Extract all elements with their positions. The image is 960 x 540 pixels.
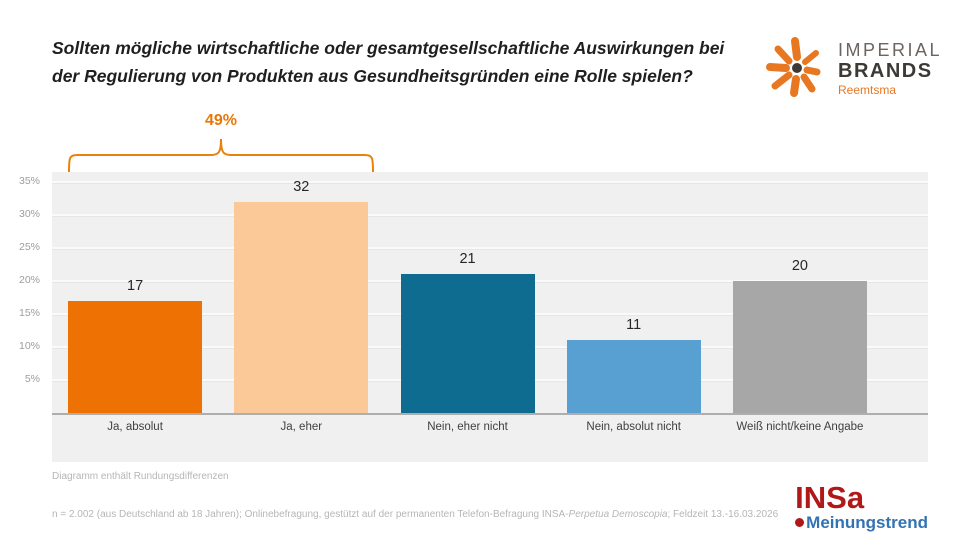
page-title: Sollten mögliche wirtschaftliche oder ge…	[52, 38, 725, 87]
bar-slot: 20	[717, 172, 883, 413]
bar-value-label: 17	[127, 278, 144, 294]
bar-Nein, absolut nicht	[566, 340, 701, 413]
insa-bullet-icon	[795, 518, 805, 527]
y-tick-label: 20%	[18, 274, 40, 286]
gridline	[52, 181, 928, 184]
insa-subtitle-text: Meinungstrend	[806, 513, 928, 532]
category-labels: Ja, absolut Ja, eher Nein, eher nicht Nein,…	[52, 421, 883, 433]
bar-slot: 11	[551, 172, 717, 413]
starburst-icon	[766, 37, 821, 97]
footnote-study-name: Perpetua Demoscopia	[568, 509, 668, 520]
bars-container: 17 32 21 11 20	[52, 172, 883, 413]
imperial-brands-logo: IMPERIAL BRANDS Reemtsma	[760, 28, 940, 108]
bar-value-label: 32	[293, 179, 310, 195]
category-label: Ja, eher	[280, 421, 323, 433]
category-label: Weiß nicht/keine Angabe	[736, 421, 864, 433]
bar-Weiß nicht/keine Angabe	[732, 281, 867, 413]
x-axis-line	[52, 413, 928, 415]
y-tick-label: 35%	[18, 175, 40, 187]
footnote-pre: n = 2.002 (aus Deutschland ab 18 Jahren)…	[52, 509, 569, 520]
bar-slot: 17	[52, 172, 218, 413]
bar-slot: 32	[218, 172, 384, 413]
insa-wordmark: INSa	[795, 480, 865, 515]
reemtsma-text: Reemtsma	[838, 82, 897, 97]
bar-value-label: 21	[459, 251, 476, 267]
bracket-icon	[68, 138, 374, 173]
bar-value-label: 20	[791, 258, 808, 274]
category-label: Nein, absolut nicht	[586, 421, 682, 433]
methodology-footnote: n = 2.002 (aus Deutschland ab 18 Jahren)…	[52, 509, 778, 520]
bar-Ja, eher	[234, 202, 369, 413]
y-tick-label: 25%	[18, 241, 40, 253]
plot-area: 17 32 21 11 20 Ja, absolut Ja, eher Nein, eher…	[52, 172, 928, 462]
brands-text: BRANDS	[838, 59, 933, 82]
insa-logo: INSa Meinungstrend	[795, 482, 928, 531]
imperial-brands-wordmark: IMPERIAL BRANDS Reemtsma	[838, 41, 942, 96]
bracket-sum-label: 49%	[204, 112, 238, 129]
y-axis: 5% 10% 15% 20% 25% 30% 35%	[0, 172, 46, 414]
y-tick-label: 10%	[18, 340, 40, 352]
gridline	[52, 214, 928, 217]
bar-slot: 21	[384, 172, 550, 413]
insa-subtitle: Meinungstrend	[795, 514, 928, 531]
bar-Nein, eher nicht	[400, 274, 535, 413]
y-tick-label: 30%	[18, 208, 40, 220]
category-label: Nein, eher nicht	[427, 421, 508, 433]
y-tick-label: 5%	[24, 373, 40, 385]
footnote-post: ; Feldzeit 13.-16.03.2026	[667, 509, 779, 520]
bar-Ja, absolut	[68, 301, 203, 413]
bar-value-label: 11	[626, 317, 642, 333]
y-tick-label: 15%	[18, 307, 40, 319]
category-label: Ja, absolut	[107, 421, 163, 433]
gridline	[52, 247, 928, 250]
imperial-text: IMPERIAL	[838, 39, 943, 60]
rounding-footnote: Diagramm enthält Rundungsdifferenzen	[52, 471, 229, 482]
